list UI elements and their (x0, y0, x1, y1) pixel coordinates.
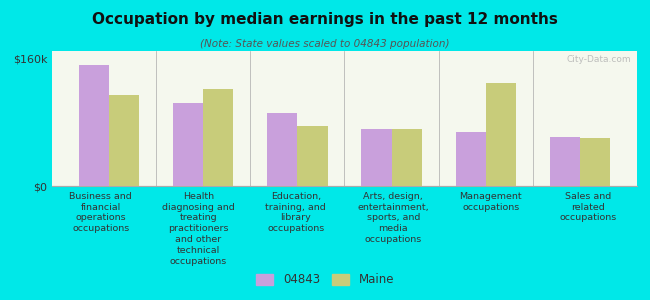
Bar (109, 95, 139, 186)
Text: Sales and
related
occupations: Sales and related occupations (560, 192, 617, 223)
Bar (392, 129, 422, 186)
Text: Education,
training, and
library
occupations: Education, training, and library occupat… (265, 192, 326, 233)
Text: Arts, design,
entertainment,
sports, and
media
occupations: Arts, design, entertainment, sports, and… (358, 192, 429, 244)
Bar (203, 89, 233, 186)
Bar (486, 83, 516, 186)
Legend: 04843, Maine: 04843, Maine (251, 269, 399, 291)
Text: Management
occupations: Management occupations (460, 192, 522, 212)
Text: Occupation by median earnings in the past 12 months: Occupation by median earnings in the pas… (92, 12, 558, 27)
Bar (550, 137, 580, 186)
Text: City-Data.com: City-Data.com (567, 55, 631, 64)
Bar (361, 129, 392, 186)
Bar (267, 113, 297, 186)
Bar (456, 132, 486, 186)
Text: Health
diagnosing and
treating
practitioners
and other
technical
occupations: Health diagnosing and treating practitio… (162, 192, 235, 266)
Text: Business and
financial
operations
occupations: Business and financial operations occupa… (70, 192, 132, 233)
Bar (580, 138, 610, 186)
Bar (173, 103, 203, 186)
Text: (Note: State values scaled to 04843 population): (Note: State values scaled to 04843 popu… (200, 39, 450, 49)
Bar (79, 65, 109, 186)
Bar (297, 126, 328, 186)
